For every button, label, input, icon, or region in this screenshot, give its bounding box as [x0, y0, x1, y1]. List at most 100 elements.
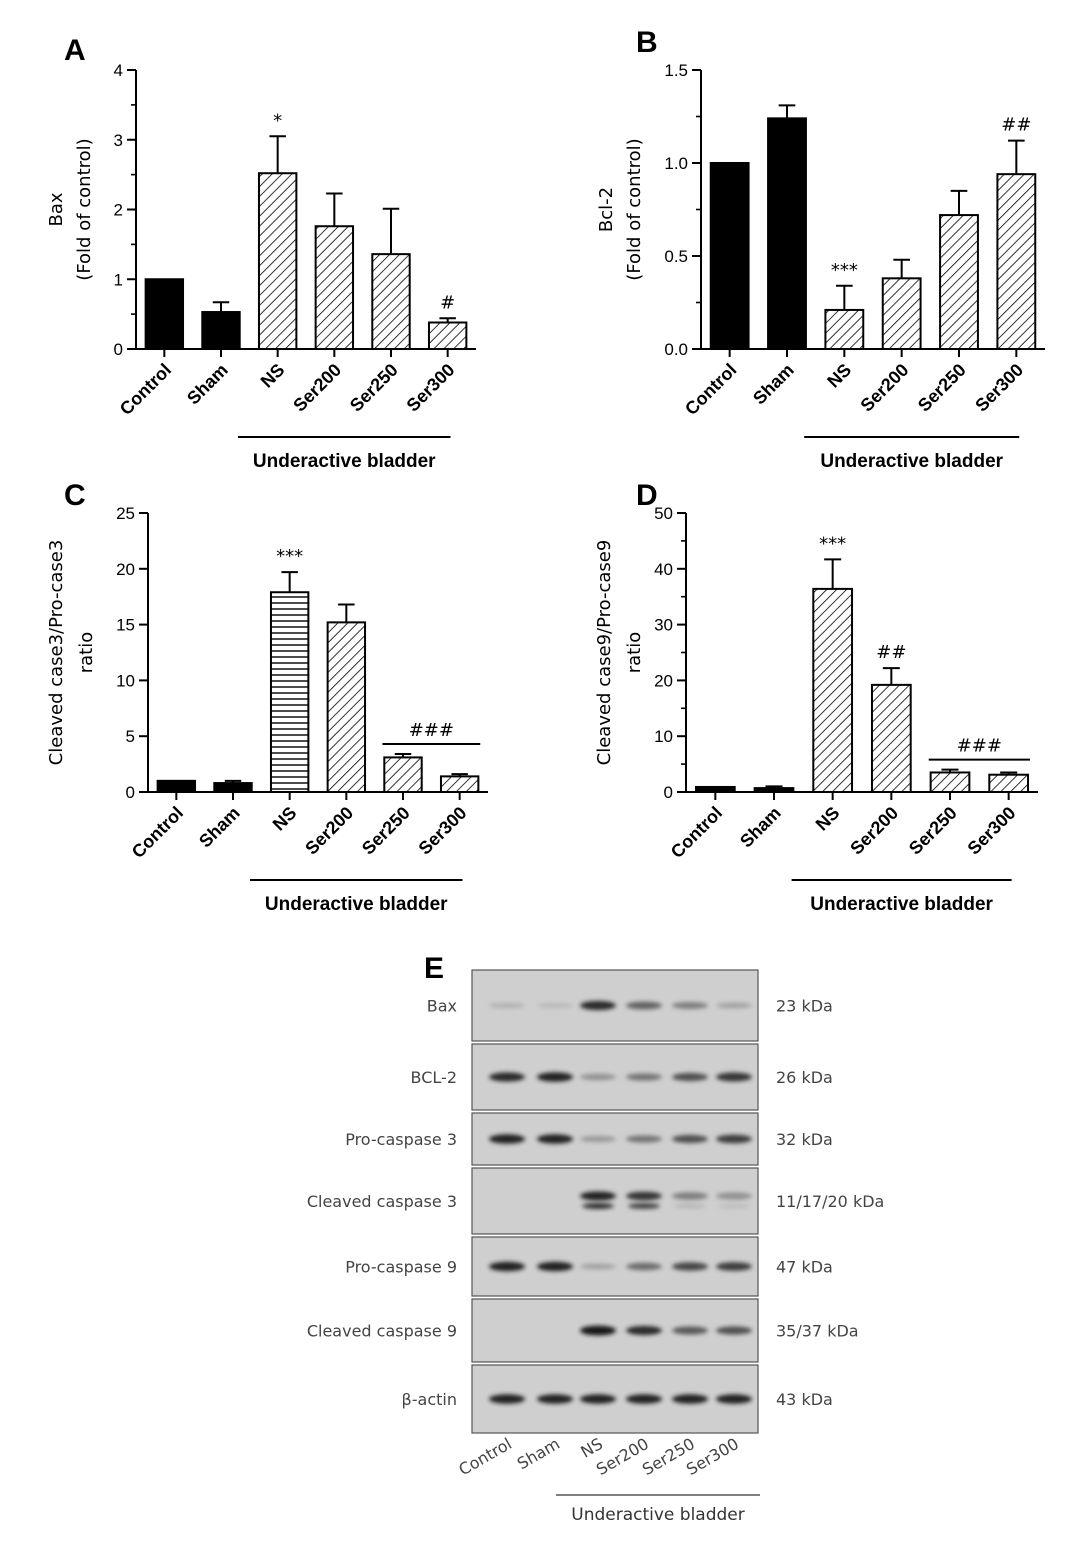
bar-ser200 [314, 225, 355, 351]
x-tick-label: Ser200 [846, 803, 902, 859]
x-tick-label: Ser250 [914, 360, 970, 416]
bar-ser250 [929, 771, 971, 793]
blot-protein-label: Pro-caspase 9 [345, 1258, 457, 1277]
blot-row--actin: β-actin 43 kDa [402, 1364, 833, 1434]
x-tick-label: Ser300 [403, 360, 459, 416]
blot-band [716, 1192, 752, 1200]
panel-letter: A [64, 34, 86, 67]
blot-band [537, 1134, 573, 1144]
bar-sham [201, 311, 241, 350]
x-tick-label: NS [257, 360, 289, 392]
x-tick-label: Sham [736, 803, 785, 852]
blot-band [626, 1073, 662, 1081]
blot-band [672, 1262, 708, 1271]
x-tick-label: NS [823, 360, 855, 392]
x-tick-label: Ser200 [289, 360, 345, 416]
significance-label: ## [1001, 115, 1031, 136]
blot-band [489, 1261, 525, 1272]
significance-label: *** [831, 260, 858, 281]
blot-band [580, 1000, 616, 1011]
y-axis-title: ratio [76, 632, 97, 674]
blot-band [537, 1394, 573, 1404]
chart-panel-b: B Bcl-2 (Fold of control) 0.0 0.5 1.0 1.5 Contr… [596, 26, 1045, 472]
chart-panel-d: D Cleaved case9/Pro-case9 ratio 0 10 20 30 40 50… [594, 479, 1038, 915]
y-tick-label: 10 [654, 727, 673, 746]
blot-band [489, 1072, 525, 1082]
bar-sham [767, 117, 807, 350]
y-tick-label: 3 [114, 131, 123, 150]
bar-ns [257, 172, 298, 350]
blot-band [716, 1072, 752, 1082]
significance-label: *** [819, 533, 846, 554]
blot-lane-label: Control [455, 1434, 515, 1479]
bar-ser200 [326, 621, 367, 793]
blot-band [537, 1072, 573, 1082]
blot-band [580, 1135, 616, 1143]
significance-label: * [273, 110, 282, 131]
y-tick-label: 4 [114, 61, 123, 80]
blot-band [716, 1326, 752, 1335]
y-tick-label: 0 [114, 340, 123, 359]
blot-band [718, 1203, 750, 1209]
blot-band [674, 1203, 706, 1209]
significance-label: ### [957, 736, 1002, 757]
blot-row-cleaved-caspase-9: Cleaved caspase 9 35/37 kDa [307, 1298, 859, 1363]
blot-size-label: 11/17/20 kDa [776, 1192, 884, 1211]
group-label: Underactive bladder [810, 894, 993, 915]
blot-band [489, 1134, 525, 1144]
significance-label: *** [276, 546, 303, 567]
x-tick-label: Sham [749, 360, 798, 409]
y-tick-label: 5 [126, 727, 135, 746]
blot-band [626, 1325, 662, 1336]
y-axis-title: Bcl-2 [596, 187, 617, 232]
blot-band [626, 1135, 662, 1143]
blot-band [580, 1191, 616, 1201]
x-tick-label: Ser250 [346, 360, 402, 416]
blot-size-label: 26 kDa [776, 1068, 833, 1087]
x-tick-label: Sham [183, 360, 232, 409]
significance-label: # [440, 292, 455, 313]
blot-band [626, 1262, 662, 1271]
blot-size-label: 47 kDa [776, 1258, 833, 1277]
x-tick-label: Sham [195, 803, 244, 852]
y-tick-label: 20 [116, 560, 135, 579]
y-tick-label: 0 [664, 783, 673, 802]
group-label: Underactive bladder [820, 451, 1003, 472]
y-tick-label: 20 [654, 671, 673, 690]
blot-band [580, 1263, 616, 1270]
blot-protein-label: Bax [427, 997, 457, 1016]
y-tick-label: 1.5 [664, 61, 688, 80]
blot-lane-label: Ser200 [593, 1434, 652, 1479]
blot-row-pro-caspase-9: Pro-caspase 9 47 kDa [345, 1236, 833, 1297]
y-tick-label: 1 [114, 270, 123, 289]
x-tick-label: Ser200 [301, 803, 357, 859]
blot-band [628, 1203, 660, 1209]
bar-ser200 [870, 683, 912, 794]
bar-control [144, 278, 185, 350]
bar-control [694, 785, 736, 794]
y-tick-label: 10 [116, 671, 135, 690]
blot-protein-label: Cleaved caspase 3 [307, 1192, 457, 1211]
bar-ser300 [988, 773, 1030, 794]
blot-band [672, 1072, 708, 1082]
x-tick-label: Control [128, 803, 187, 862]
x-tick-label: Ser200 [857, 360, 913, 416]
y-tick-label: 0.5 [664, 247, 688, 266]
y-tick-label: 30 [654, 616, 673, 635]
bar-control [709, 162, 750, 350]
panel-letter: D [636, 479, 658, 512]
y-axis-title: Bax [46, 192, 67, 226]
bar-ser300 [439, 775, 480, 793]
y-tick-label: 15 [116, 616, 135, 635]
bar-ser300 [996, 173, 1037, 350]
blot-size-label: 35/37 kDa [776, 1322, 859, 1341]
y-axis-title: (Fold of control) [624, 138, 645, 280]
blot-protein-label: BCL-2 [411, 1068, 457, 1087]
blot-band [489, 1394, 525, 1404]
y-tick-label: 1.0 [664, 154, 688, 173]
y-tick-label: 0 [126, 783, 135, 802]
group-label: Underactive bladder [265, 894, 448, 915]
bar-ser250 [939, 214, 979, 350]
